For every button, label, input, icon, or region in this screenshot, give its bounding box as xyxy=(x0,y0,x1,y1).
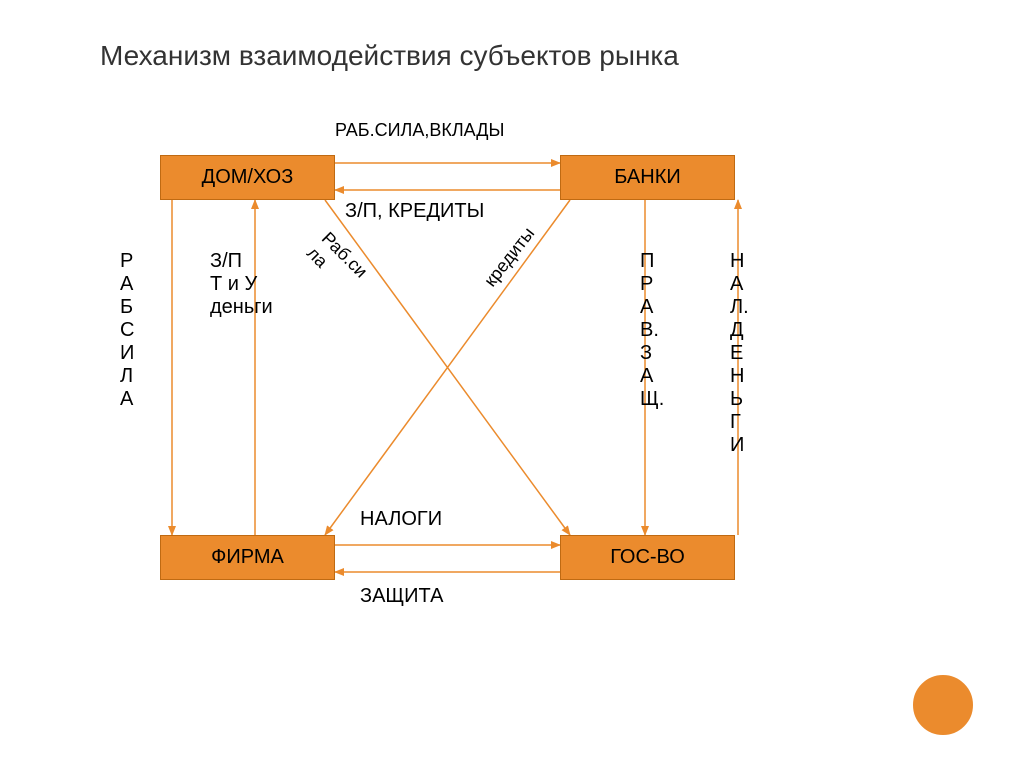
label-zp-tiu-dengi: З/П Т и У деньги xyxy=(210,250,273,319)
label-prav-zashch: П Р А В. З А Щ. xyxy=(640,250,664,411)
label-nalogi: НАЛОГИ xyxy=(360,508,442,531)
label-rab-sila-vklady: РАБ.СИЛА,ВКЛАДЫ xyxy=(335,120,504,141)
node-bank: БАНКИ xyxy=(560,155,735,200)
edges-layer xyxy=(0,0,1024,767)
label-rabsila-vert: Р А Б С И Л А xyxy=(120,250,134,411)
page-title: Механизм взаимодействия субъектов рынка xyxy=(100,40,679,72)
node-label: ФИРМА xyxy=(211,546,284,569)
label-nal-dengi: Н А Л. Д Е Н Ь Г И xyxy=(730,250,749,457)
label-kredity-diag: кредиты xyxy=(480,223,539,290)
decorative-circle-icon xyxy=(910,672,976,738)
node-label: БАНКИ xyxy=(614,166,681,189)
edge xyxy=(325,200,570,535)
node-dom: ДОМ/ХОЗ xyxy=(160,155,335,200)
node-label: ДОМ/ХОЗ xyxy=(202,166,294,189)
node-label: ГОС-ВО xyxy=(610,546,685,569)
label-zp-kredity: З/П, КРЕДИТЫ xyxy=(345,200,484,223)
node-firma: ФИРМА xyxy=(160,535,335,580)
label-zashchita: ЗАЩИТА xyxy=(360,585,443,608)
edge xyxy=(325,200,570,535)
label-rab-sila-diag: Раб.си ла xyxy=(302,228,371,297)
node-gos: ГОС-ВО xyxy=(560,535,735,580)
